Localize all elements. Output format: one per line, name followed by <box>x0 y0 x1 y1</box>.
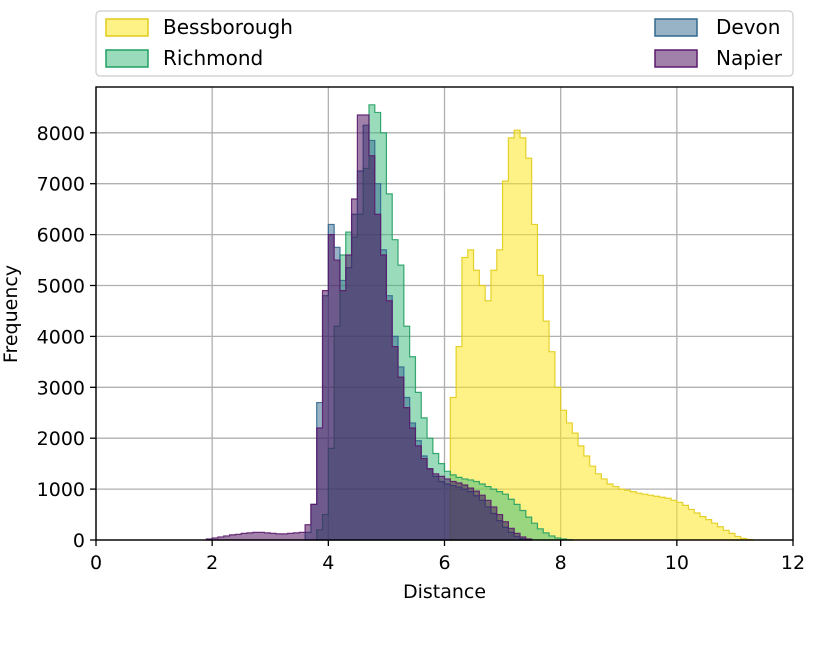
x-tick-label: 2 <box>206 552 218 574</box>
legend-box <box>95 10 794 77</box>
x-axis-title: Distance <box>403 581 486 603</box>
legend-label-richmond: Richmond <box>163 46 263 70</box>
x-tick-label: 0 <box>90 552 102 574</box>
legend-label-bessborough: Bessborough <box>163 15 293 39</box>
legend-label-napier: Napier <box>716 46 783 70</box>
y-tick-label: 2000 <box>37 428 85 450</box>
y-axis-title: Frequency <box>0 265 22 363</box>
y-tick-label: 6000 <box>37 225 85 247</box>
y-tick-label: 0 <box>73 530 85 552</box>
axis-ticks: 0 2 4 6 8 10 12 0 1000 2000 3000 4000 5000 6000 7000 80… <box>37 123 805 574</box>
grid-lines <box>95 87 794 541</box>
x-tick-label: 8 <box>555 552 567 574</box>
legend-label-devon: Devon <box>716 15 780 39</box>
x-tick-label: 6 <box>438 552 450 574</box>
legend-swatch-bessborough <box>105 18 149 37</box>
y-tick-label: 7000 <box>37 174 85 196</box>
legend-swatch-devon <box>654 18 698 37</box>
y-tick-label: 1000 <box>37 479 85 501</box>
histogram-bars <box>205 104 753 541</box>
legend: Bessborough Richmond Devon Napier <box>95 10 794 77</box>
y-tick-label: 3000 <box>37 377 85 399</box>
y-tick-label: 4000 <box>37 326 85 348</box>
histogram-series-bessborough <box>449 129 753 541</box>
legend-swatch-richmond <box>105 49 149 68</box>
x-tick-label: 10 <box>665 552 689 574</box>
y-tick-label: 8000 <box>37 123 85 145</box>
x-tick-label: 4 <box>322 552 334 574</box>
legend-swatch-napier <box>654 49 698 68</box>
histogram-series-napier <box>205 114 533 541</box>
x-tick-label: 12 <box>781 552 805 574</box>
y-tick-label: 5000 <box>37 276 85 298</box>
